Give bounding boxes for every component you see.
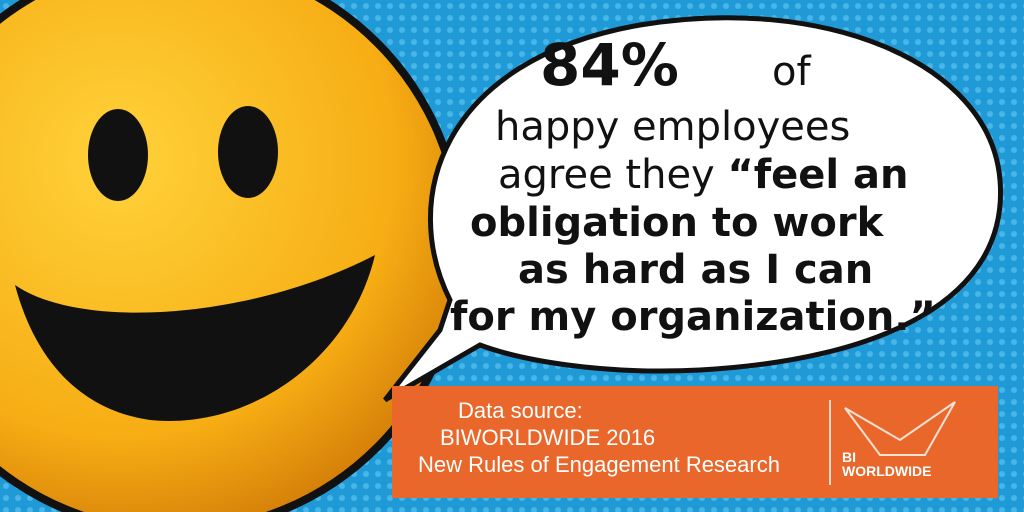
smiley bbox=[0, 0, 465, 512]
logo: BI WORLDWIDE bbox=[842, 401, 956, 479]
quote-text: “feel an bbox=[727, 152, 908, 198]
logo-text: WORLDWIDE bbox=[842, 463, 931, 479]
quote-line: as hard as I can bbox=[518, 247, 873, 293]
quote-line: happy employees bbox=[495, 104, 850, 150]
source-line: Data source: bbox=[458, 398, 583, 423]
stat: 84% bbox=[540, 31, 679, 99]
quote-text: agree they bbox=[498, 152, 715, 198]
quote-line: agree they “feel an bbox=[498, 152, 909, 198]
source-box bbox=[392, 386, 998, 498]
speech-bubble bbox=[383, 15, 1004, 403]
source-line: New Rules of Engagement Research bbox=[418, 452, 780, 477]
quote-line: obligation to work bbox=[470, 200, 885, 246]
quote-line: for my organization.” bbox=[450, 294, 936, 340]
logo-text: BI bbox=[842, 449, 856, 465]
source-line: BIWORLDWIDE 2016 bbox=[440, 425, 655, 450]
stat-suffix: of bbox=[772, 49, 811, 95]
